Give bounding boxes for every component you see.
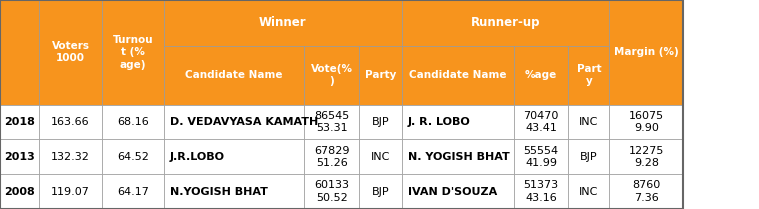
Bar bbox=[402, 46, 514, 104]
Bar bbox=[102, 139, 164, 174]
Bar bbox=[609, 0, 683, 104]
Bar bbox=[514, 46, 568, 104]
Text: 86545
53.31: 86545 53.31 bbox=[314, 111, 349, 133]
Text: IVAN D'SOUZA: IVAN D'SOUZA bbox=[408, 187, 497, 197]
Text: INC: INC bbox=[370, 152, 390, 162]
Bar bbox=[39, 139, 102, 174]
Text: N.YOGISH BHAT: N.YOGISH BHAT bbox=[170, 187, 268, 197]
Text: 67829
51.26: 67829 51.26 bbox=[314, 145, 349, 168]
Text: 163.66: 163.66 bbox=[52, 117, 90, 127]
Text: 16075
9.90: 16075 9.90 bbox=[628, 111, 664, 133]
Bar bbox=[304, 174, 359, 209]
Text: BJP: BJP bbox=[371, 187, 389, 197]
Text: Winner: Winner bbox=[259, 17, 307, 29]
Bar bbox=[0, 139, 39, 174]
Bar bbox=[609, 104, 683, 139]
Text: BJP: BJP bbox=[371, 117, 389, 127]
Bar bbox=[164, 104, 304, 139]
Bar bbox=[514, 104, 568, 139]
Bar bbox=[609, 139, 683, 174]
Bar bbox=[359, 104, 402, 139]
Text: 8760
7.36: 8760 7.36 bbox=[632, 180, 660, 203]
Text: Runner-up: Runner-up bbox=[471, 17, 540, 29]
Text: 51373
43.16: 51373 43.16 bbox=[524, 180, 559, 203]
Bar bbox=[0, 174, 39, 209]
Text: 2008: 2008 bbox=[5, 187, 35, 197]
Text: Turnou
t (%
age): Turnou t (% age) bbox=[112, 35, 153, 70]
Text: 64.17: 64.17 bbox=[117, 187, 149, 197]
Text: Candidate Name: Candidate Name bbox=[409, 70, 506, 80]
Bar bbox=[304, 139, 359, 174]
Text: 68.16: 68.16 bbox=[117, 117, 149, 127]
Text: 60133
50.52: 60133 50.52 bbox=[314, 180, 349, 203]
Bar bbox=[164, 0, 402, 46]
Bar bbox=[568, 174, 609, 209]
Bar bbox=[568, 104, 609, 139]
Text: D. VEDAVYASA KAMATH: D. VEDAVYASA KAMATH bbox=[170, 117, 318, 127]
Text: 132.32: 132.32 bbox=[51, 152, 90, 162]
Text: Margin (%): Margin (%) bbox=[614, 47, 679, 57]
Text: Vote(%
): Vote(% ) bbox=[310, 64, 353, 87]
Text: 2013: 2013 bbox=[5, 152, 35, 162]
Bar bbox=[102, 104, 164, 139]
Bar bbox=[402, 0, 609, 46]
Bar bbox=[0, 104, 39, 139]
Text: %age: %age bbox=[525, 70, 557, 80]
Bar bbox=[359, 46, 402, 104]
Text: 119.07: 119.07 bbox=[51, 187, 90, 197]
Text: INC: INC bbox=[579, 187, 599, 197]
Bar bbox=[568, 46, 609, 104]
Text: 70470
43.41: 70470 43.41 bbox=[524, 111, 559, 133]
Bar bbox=[102, 174, 164, 209]
Bar bbox=[39, 104, 102, 139]
Text: 2018: 2018 bbox=[5, 117, 35, 127]
Bar bbox=[304, 46, 359, 104]
Bar bbox=[609, 174, 683, 209]
Bar bbox=[164, 139, 304, 174]
Text: INC: INC bbox=[579, 117, 599, 127]
Bar bbox=[514, 174, 568, 209]
Bar bbox=[514, 139, 568, 174]
Bar bbox=[402, 174, 514, 209]
Bar bbox=[402, 139, 514, 174]
Text: Candidate Name: Candidate Name bbox=[185, 70, 283, 80]
Bar bbox=[568, 139, 609, 174]
Bar bbox=[359, 174, 402, 209]
Bar bbox=[39, 174, 102, 209]
Text: J. R. LOBO: J. R. LOBO bbox=[408, 117, 471, 127]
Bar bbox=[39, 0, 102, 104]
Text: BJP: BJP bbox=[580, 152, 598, 162]
Text: J.R.LOBO: J.R.LOBO bbox=[170, 152, 225, 162]
Text: N. YOGISH BHAT: N. YOGISH BHAT bbox=[408, 152, 509, 162]
Bar bbox=[402, 104, 514, 139]
Bar bbox=[164, 46, 304, 104]
Text: 12275
9.28: 12275 9.28 bbox=[628, 145, 664, 168]
Text: Voters
1000: Voters 1000 bbox=[52, 41, 90, 64]
Text: 64.52: 64.52 bbox=[117, 152, 149, 162]
Bar bbox=[102, 0, 164, 104]
Bar bbox=[164, 174, 304, 209]
Text: 55554
41.99: 55554 41.99 bbox=[524, 145, 559, 168]
Bar bbox=[304, 104, 359, 139]
Text: Party: Party bbox=[364, 70, 396, 80]
Bar bbox=[359, 139, 402, 174]
Text: Part
y: Part y bbox=[577, 64, 601, 87]
Bar bbox=[0, 0, 39, 104]
